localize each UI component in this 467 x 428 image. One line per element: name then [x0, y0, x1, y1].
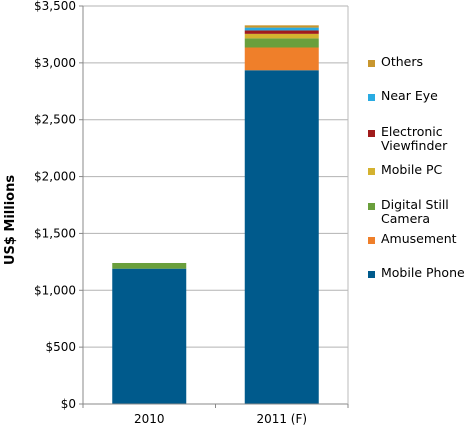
x-category-label: 2011 (F) — [256, 412, 307, 426]
y-tick-label: $2,500 — [34, 113, 76, 127]
legend-swatch — [368, 203, 375, 210]
y-tick-label: $3,000 — [34, 56, 76, 70]
y-tick-label: $1,000 — [34, 283, 76, 297]
legend-label: Amusement — [381, 231, 457, 246]
bar-segment — [244, 25, 319, 28]
bar-segment — [244, 38, 319, 48]
legend-item: Mobile PC — [368, 163, 442, 177]
y-tick-label: $2,000 — [34, 170, 76, 184]
legend-item: Others — [368, 55, 423, 69]
y-tick-label: $1,500 — [34, 226, 76, 240]
legend-label: Mobile Phone — [381, 265, 465, 280]
tick-labels: $0 $500 $1,000 $1,500 $2,000 $2,500 $3,000 $3,5… — [34, 0, 83, 411]
legend-label: Near Eye — [381, 88, 438, 103]
y-axis-title: US$ Millions — [3, 175, 18, 265]
y-tick-label: $500 — [45, 340, 76, 354]
bar-segment — [112, 268, 187, 404]
legend-swatch — [368, 271, 375, 278]
legend-item: Near Eye — [368, 89, 438, 103]
x-category-label: 2010 — [134, 412, 165, 426]
legend-label: Mobile PC — [381, 162, 443, 177]
legend-swatch — [368, 237, 375, 244]
legend-item: Mobile Phone — [368, 266, 465, 280]
bar-segment — [112, 262, 187, 269]
legend-label: Digital Still Camera — [381, 197, 449, 226]
legend-item: Electronic Viewfinder — [368, 125, 447, 153]
bar-segment — [244, 47, 319, 71]
bar-segment — [244, 33, 319, 39]
legend-swatch — [368, 60, 375, 67]
legend-item: Amusement — [368, 232, 457, 246]
y-tick-label: $3,500 — [34, 0, 76, 13]
bar-segment — [244, 30, 319, 34]
y-tick-label: $0 — [61, 397, 76, 411]
legend-label: Others — [381, 54, 424, 69]
legend-swatch — [368, 130, 375, 137]
category-labels: 2010 2011 (F) — [82, 404, 349, 426]
legend-swatch — [368, 168, 375, 175]
bar-segment — [244, 70, 319, 405]
bar-segment — [244, 27, 319, 31]
legend-swatch — [368, 94, 375, 101]
bars — [112, 25, 319, 405]
legend-item: Digital Still Camera — [368, 198, 449, 226]
legend-label: Electronic Viewfinder — [381, 124, 448, 153]
